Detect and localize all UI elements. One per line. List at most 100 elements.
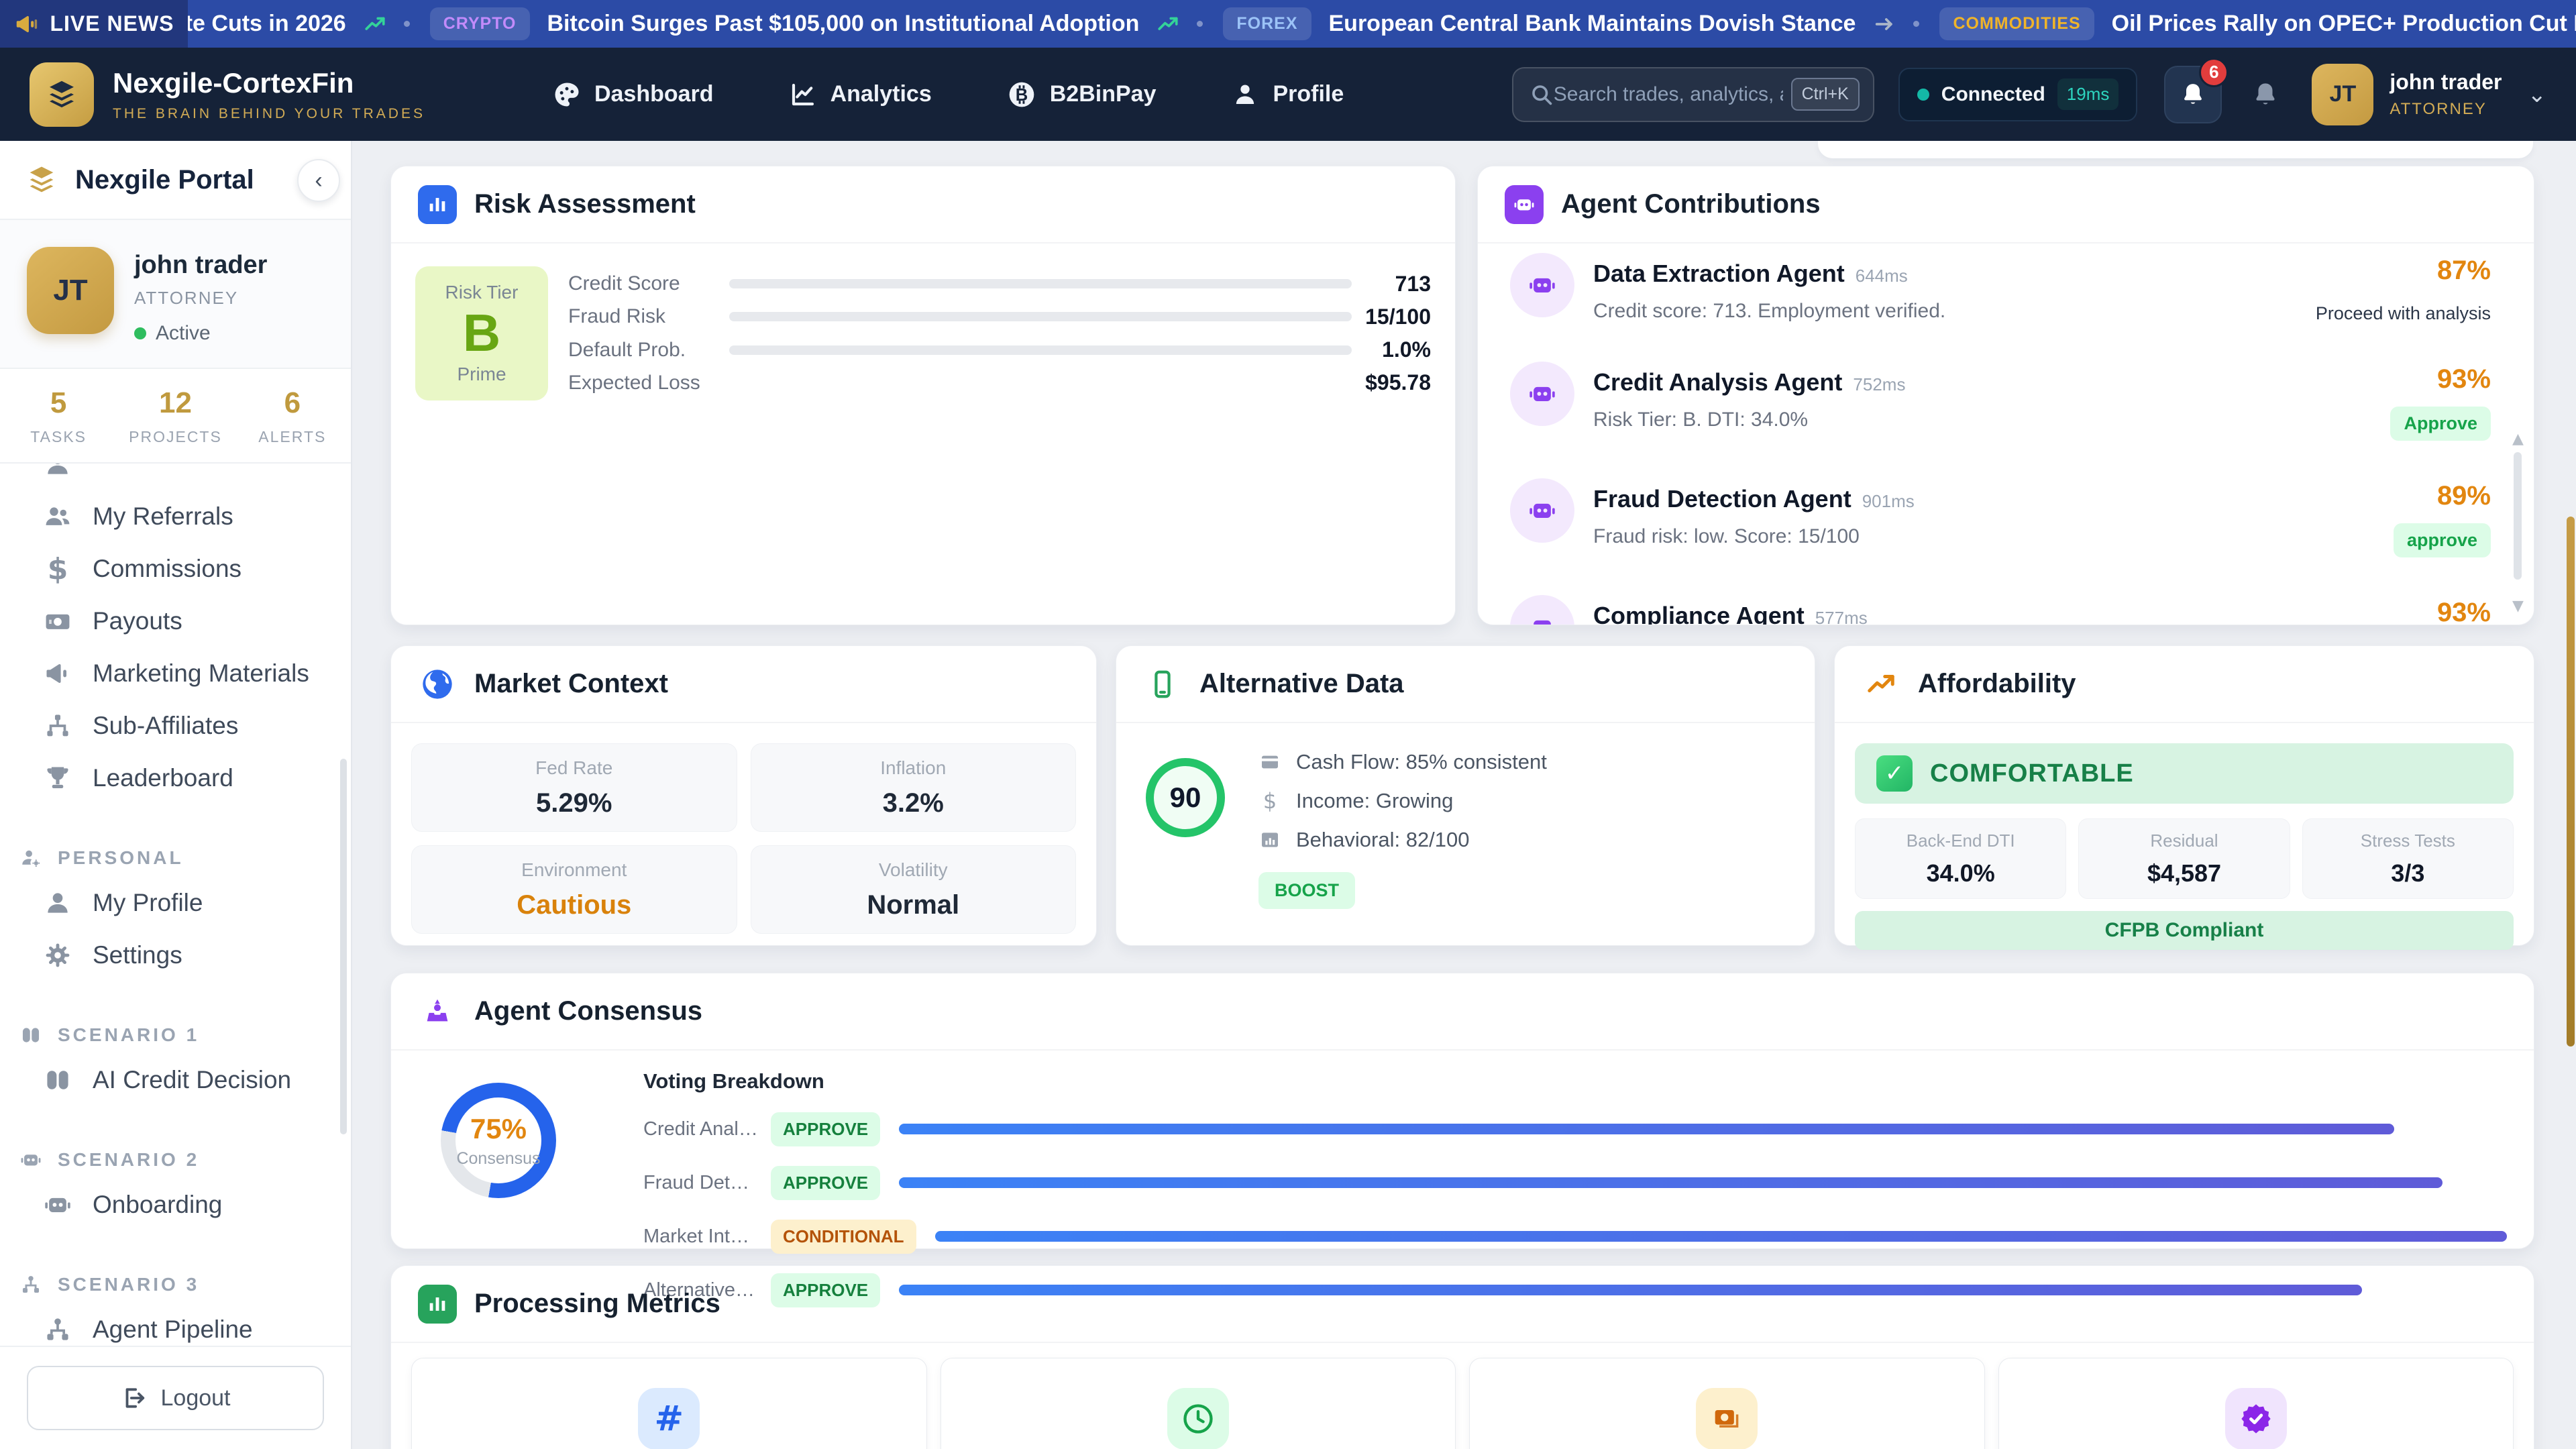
card-title: Risk Assessment (474, 189, 696, 219)
secondary-bell-button[interactable] (2251, 80, 2279, 109)
clock-icon (1167, 1388, 1229, 1449)
vote-badge: APPROVE (771, 1273, 881, 1307)
layers-icon (50, 80, 74, 107)
card-icon (1258, 751, 1281, 773)
logout-button[interactable]: Logout (27, 1366, 324, 1430)
nav-b2binpay[interactable]: B B2BinPay (1007, 80, 1156, 109)
alt-score-value: 90 (1169, 782, 1201, 813)
sidebar-menu: My Referrals $ Commissions Payouts Marke… (0, 464, 351, 1346)
trend-flat-icon (1876, 17, 1893, 30)
layers-icon (30, 166, 54, 193)
sidebar-stats: 5 TASKS 12 PROJECTS 6 ALERTS (0, 369, 351, 464)
ticker-separator-dot (1197, 21, 1203, 27)
progress-track (729, 345, 1352, 355)
brand-tagline: THE BRAIN BEHIND YOUR TRADES (113, 105, 425, 121)
market-tile-fed-rate: Fed Rate 5.29% (411, 743, 737, 832)
sidebar-collapse-button[interactable]: ‹ (297, 159, 340, 202)
sidebar-section-scenario-3: SCENARIO 3 (0, 1266, 351, 1303)
megaphone-icon (43, 659, 72, 688)
sidebar-item-marketing-materials[interactable]: Marketing Materials (0, 647, 351, 700)
verified-badge-icon (2224, 1388, 2287, 1449)
sidebar-item-clipped[interactable] (0, 464, 351, 490)
alt-score-ring: 90 (1146, 758, 1225, 837)
pipeline-icon (43, 1315, 72, 1344)
vote-icon (418, 992, 457, 1031)
ticker-badge-commodities: COMMODITIES (1939, 7, 2094, 40)
approve-badge: Approve (2390, 407, 2491, 441)
search-icon (1532, 85, 1552, 105)
agent-contributions-card: Agent Contributions Data Extraction Agen… (1477, 166, 2534, 625)
ticker-separator-dot (403, 21, 410, 27)
vote-bar (899, 1177, 2443, 1188)
risk-tier-sub: Prime (457, 363, 506, 384)
agent-row-fraud-detection: Fraud Detection Agent 901ms Fraud risk: l… (1510, 478, 2491, 557)
affordability-card: Affordability ✓ COMFORTABLE Back-End DTI… (1834, 645, 2534, 950)
market-context-card: Market Context Fed Rate 5.29% Inflation … (390, 645, 1097, 946)
afford-tile-residual: Residual $4,587 (2078, 818, 2290, 899)
market-tile-environment: Environment Cautious (411, 845, 737, 934)
sidebar-item-agent-pipeline[interactable]: Agent Pipeline (0, 1303, 351, 1346)
nav-analytics[interactable]: Analytics (789, 80, 932, 109)
agent-confidence: 93% (2436, 364, 2491, 394)
stat-projects: 12 PROJECTS (129, 386, 222, 445)
agents-scrollbar[interactable]: ▲ ▼ (2512, 431, 2524, 614)
page-scrollbar-thumb[interactable] (2567, 517, 2575, 1046)
robot-avatar-icon (1510, 478, 1574, 543)
metric-tile-count: # 24,987 (411, 1358, 927, 1449)
search-bar[interactable]: Ctrl+K (1511, 66, 1874, 122)
ticker-separator-dot (1913, 21, 1920, 27)
connection-latency: 19ms (2057, 78, 2119, 110)
sidebar-header: Nexgile Portal ‹ (0, 141, 351, 220)
sidebar-item-ai-credit-decision[interactable]: AI Credit Decision (0, 1054, 351, 1106)
clipped-card-above (1818, 141, 2533, 158)
sidebar-title: Nexgile Portal (75, 164, 254, 195)
search-input[interactable] (1553, 83, 1783, 106)
user-menu[interactable]: JT john trader ATTORNEY ⌄ (2312, 63, 2546, 125)
nav-label: Profile (1273, 81, 1344, 107)
app-header: Nexgile-CortexFin THE BRAIN BEHIND YOUR … (0, 48, 2576, 141)
scrollbar-thumb[interactable] (2514, 452, 2522, 580)
logout-label: Logout (160, 1385, 231, 1411)
notifications-button[interactable]: 6 (2164, 57, 2229, 123)
ticker-item: CRYPTO Bitcoin Surges Past $105,000 on I… (429, 7, 1203, 40)
brain-icon (43, 1065, 72, 1095)
sidebar-item-my-profile[interactable]: My Profile (0, 877, 351, 929)
sidebar-item-my-referrals[interactable]: My Referrals (0, 490, 351, 543)
user-avatar: JT (27, 247, 114, 334)
sidebar-footer: Logout (0, 1346, 351, 1449)
brand-title: Nexgile-CortexFin (113, 66, 354, 99)
sidebar-scrollbar-thumb[interactable] (340, 759, 347, 1134)
sidebar-item-commissions[interactable]: $ Commissions (0, 543, 351, 595)
sidebar-item-payouts[interactable]: Payouts (0, 595, 351, 647)
vote-badge: CONDITIONAL (771, 1219, 916, 1254)
trend-up-icon (1158, 17, 1178, 30)
agent-confidence: 87% (2436, 256, 2491, 285)
sidebar-item-sub-affiliates[interactable]: Sub-Affiliates (0, 700, 351, 752)
main-content: Risk Assessment Risk Tier B Prime Credit… (352, 141, 2576, 1449)
ticker-item: Fed Signals Rate Cuts in 2026 (188, 11, 410, 37)
robot-icon (19, 1148, 43, 1172)
top-nav: Dashboard Analytics B B2BinPay Profile (553, 80, 1344, 109)
scroll-down-icon[interactable]: ▼ (2512, 598, 2524, 614)
metric-tile-accuracy: 93% (1998, 1358, 2514, 1449)
sidebar-item-leaderboard[interactable]: Leaderboard (0, 752, 351, 804)
sidebar-item-onboarding[interactable]: Onboarding (0, 1179, 351, 1231)
nav-profile[interactable]: Profile (1231, 80, 1344, 109)
bitcoin-icon: B (1009, 82, 1034, 107)
trend-up-icon (365, 17, 385, 30)
scroll-up-icon[interactable]: ▲ (2512, 431, 2524, 447)
risk-row-credit-score: Credit Score 713 (568, 271, 1431, 296)
ticker-track: Fed Signals Rate Cuts in 2026 CRYPTO Bit… (188, 0, 2576, 48)
ticker-item: FOREX European Central Bank Maintains Do… (1223, 7, 1920, 40)
metric-tile-cost: $0.637 (1469, 1358, 1985, 1449)
agents-list: Data Extraction Agent 644ms Credit score:… (1478, 244, 2534, 625)
sidebar-user-card: JT john trader ATTORNEY Active (0, 220, 351, 369)
robot-icon (1505, 184, 1544, 224)
notification-count-badge: 6 (2199, 57, 2229, 87)
bell-icon (2256, 83, 2275, 104)
affordability-status-banner: ✓ COMFORTABLE (1855, 743, 2514, 804)
nav-dashboard[interactable]: Dashboard (553, 80, 714, 109)
sidebar-item-settings[interactable]: AI Credit Decision Settings (0, 929, 351, 981)
hash-icon: # (638, 1388, 700, 1449)
vote-row-credit-analysis: Credit Analysis APPROVE (643, 1110, 2507, 1148)
